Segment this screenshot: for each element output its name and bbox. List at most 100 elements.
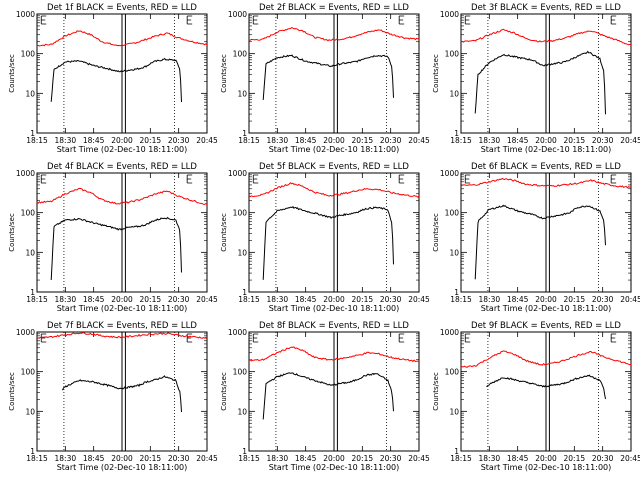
- y-tick-label: 1: [454, 129, 459, 138]
- x-axis-label: Start Time (02-Dec-10 18:11:00): [481, 463, 612, 472]
- y-axis-label: Counts/sec: [432, 213, 440, 252]
- y-tick-label: 100: [445, 50, 460, 59]
- y-tick-label: 10: [237, 89, 247, 98]
- lld-trace: [36, 187, 208, 205]
- panel-6: Det 6f BLACK = Events, RED = LLD 18:15 18:…: [432, 162, 640, 313]
- panel-title: Det 5f BLACK = Events, RED = LLD: [259, 162, 409, 172]
- x-tick-label: 20:30: [168, 454, 190, 463]
- x-tick-label: 18:45: [507, 295, 529, 304]
- lld-trace: [460, 350, 632, 368]
- flag-marker: [40, 15, 47, 25]
- panel-title: Det 3f BLACK = Events, RED = LLD: [471, 3, 621, 13]
- y-tick-label: 100: [233, 50, 248, 59]
- y-tick-label: 1: [30, 288, 35, 297]
- y-tick-label: 1: [242, 129, 247, 138]
- lld-trace: [36, 30, 208, 47]
- y-tick-label: 100: [233, 209, 248, 218]
- y-tick-label: 1000: [440, 10, 459, 19]
- flag-marker: [398, 333, 405, 343]
- x-tick-label: 18:30: [267, 295, 289, 304]
- flag-marker: [252, 174, 259, 184]
- y-tick-label: 100: [445, 368, 460, 377]
- y-tick-label: 1: [242, 447, 247, 456]
- panel-title: Det 9f BLACK = Events, RED = LLD: [471, 321, 621, 331]
- x-tick-label: 20:30: [380, 295, 402, 304]
- x-tick-label: 20:45: [196, 454, 218, 463]
- flag-marker: [610, 174, 617, 184]
- x-tick-label: 18:15: [238, 454, 260, 463]
- x-tick-label: 20:45: [620, 454, 640, 463]
- y-axis-label: Counts/sec: [432, 54, 440, 93]
- x-axis-label: Start Time (02-Dec-10 18:11:00): [57, 304, 188, 313]
- panel-title: Det 8f BLACK = Events, RED = LLD: [259, 321, 409, 331]
- y-tick-label: 10: [237, 248, 247, 257]
- x-tick-label: 20:30: [168, 136, 190, 145]
- y-tick-label: 10: [25, 407, 35, 416]
- x-tick-label: 20:15: [564, 136, 586, 145]
- x-tick-label: 20:00: [323, 454, 345, 463]
- events-trace: [62, 375, 182, 413]
- y-axis-label: Counts/sec: [8, 213, 16, 252]
- x-tick-label: 20:30: [380, 454, 402, 463]
- x-tick-label: 18:15: [238, 295, 260, 304]
- flag-marker: [40, 174, 47, 184]
- y-tick-label: 1000: [440, 328, 459, 337]
- y-tick-label: 1: [30, 447, 35, 456]
- x-tick-label: 20:45: [620, 295, 640, 304]
- x-axis-label: Start Time (02-Dec-10 18:11:00): [269, 145, 400, 154]
- panel-1: Det 1f BLACK = Events, RED = LLD 18:15 18:…: [8, 3, 218, 154]
- x-tick-label: 20:45: [196, 295, 218, 304]
- flag-marker: [464, 333, 471, 343]
- lld-trace: [36, 331, 208, 339]
- y-tick-label: 1000: [228, 169, 247, 178]
- y-tick-label: 1: [454, 447, 459, 456]
- x-tick-label: 18:45: [83, 454, 105, 463]
- x-tick-label: 20:00: [535, 295, 557, 304]
- x-tick-label: 18:45: [295, 454, 317, 463]
- x-tick-label: 18:45: [507, 454, 529, 463]
- x-tick-label: 18:15: [26, 454, 48, 463]
- x-tick-label: 18:15: [238, 136, 260, 145]
- x-tick-label: 18:30: [55, 454, 77, 463]
- x-tick-label: 20:00: [111, 136, 133, 145]
- x-tick-label: 20:45: [408, 454, 430, 463]
- y-tick-label: 100: [445, 209, 460, 218]
- y-tick-label: 100: [233, 368, 248, 377]
- y-tick-label: 1000: [16, 10, 35, 19]
- flag-marker: [252, 15, 259, 25]
- x-tick-label: 20:30: [592, 136, 614, 145]
- x-tick-label: 20:00: [111, 454, 133, 463]
- flag-marker: [610, 15, 617, 25]
- flag-marker: [464, 174, 471, 184]
- flag-marker: [398, 15, 405, 25]
- x-axis-label: Start Time (02-Dec-10 18:11:00): [57, 145, 188, 154]
- y-tick-label: 10: [449, 248, 459, 257]
- y-tick-label: 1: [454, 288, 459, 297]
- x-axis-label: Start Time (02-Dec-10 18:11:00): [481, 304, 612, 313]
- panel-8: Det 8f BLACK = Events, RED = LLD 18:15 18:…: [220, 321, 430, 472]
- panel-9: Det 9f BLACK = Events, RED = LLD 18:15 18:…: [432, 321, 640, 472]
- x-tick-label: 20:30: [592, 295, 614, 304]
- y-tick-label: 10: [237, 407, 247, 416]
- panel-3: Det 3f BLACK = Events, RED = LLD 18:15 18:…: [432, 3, 640, 154]
- x-tick-label: 18:30: [267, 136, 289, 145]
- x-tick-label: 18:30: [55, 136, 77, 145]
- events-trace: [486, 374, 606, 400]
- events-trace: [474, 50, 606, 115]
- flag-marker: [398, 174, 405, 184]
- flag-marker: [40, 333, 47, 343]
- y-tick-label: 100: [21, 368, 36, 377]
- y-tick-label: 10: [25, 89, 35, 98]
- y-tick-label: 1000: [16, 169, 35, 178]
- lld-trace: [248, 182, 420, 198]
- flag-marker: [464, 15, 471, 25]
- x-tick-label: 18:45: [295, 295, 317, 304]
- x-tick-label: 20:30: [592, 454, 614, 463]
- y-axis-label: Counts/sec: [8, 54, 16, 93]
- x-tick-label: 20:45: [196, 136, 218, 145]
- x-tick-label: 18:15: [450, 136, 472, 145]
- x-tick-label: 18:30: [479, 454, 501, 463]
- y-tick-label: 1: [30, 129, 35, 138]
- panel-2: Det 2f BLACK = Events, RED = LLD 18:15 18:…: [220, 3, 430, 154]
